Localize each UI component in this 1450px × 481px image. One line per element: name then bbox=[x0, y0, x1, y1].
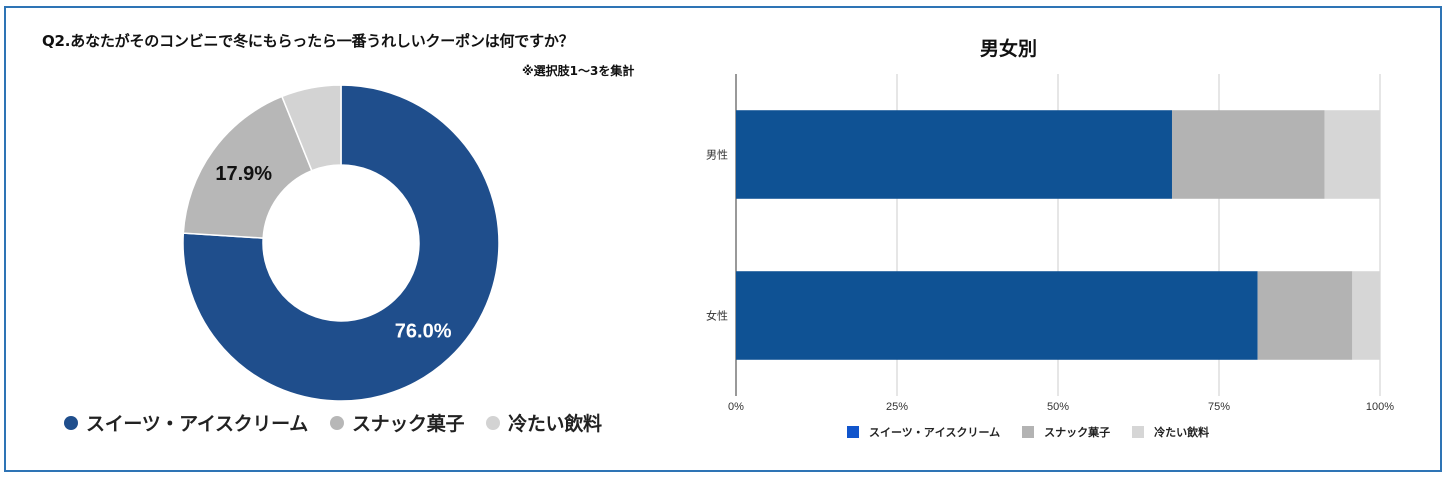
donut-slice bbox=[182, 95, 313, 239]
legend-swatch-icon bbox=[1022, 426, 1035, 438]
y-category-label: 男性 bbox=[706, 148, 728, 162]
legend-swatch-icon bbox=[1132, 426, 1145, 438]
donut-chart: 76.0% 17.9% bbox=[182, 84, 500, 402]
bar-segment bbox=[1352, 271, 1380, 360]
x-tick-label: 100% bbox=[1366, 401, 1394, 413]
donut-legend-item: スイーツ・アイスクリーム bbox=[64, 409, 308, 436]
bar-legend-label: 冷たい飲料 bbox=[1154, 426, 1210, 439]
donut-legend-item: 冷たい飲料 bbox=[486, 409, 602, 436]
bar-legend-label: スナック菓子 bbox=[1044, 426, 1111, 439]
donut-legend-label: スイーツ・アイスクリーム bbox=[86, 413, 308, 435]
bar-segment bbox=[1257, 271, 1353, 360]
bar-legend: スイーツ・アイスクリーム スナック菓子 冷たい飲料 bbox=[847, 424, 1231, 440]
donut-slice bbox=[182, 84, 500, 402]
question-title: Q2.あなたがそのコンビニで冬にもらったら一番うれしいクーポンは何ですか？ bbox=[42, 32, 574, 50]
donut-legend-item: スナック菓子 bbox=[329, 409, 465, 436]
donut-legend-label: スナック菓子 bbox=[351, 413, 465, 435]
bar-chart-title: 男女別 bbox=[980, 38, 1038, 60]
legend-dot-icon bbox=[486, 415, 501, 430]
bar-segment bbox=[736, 271, 1258, 360]
legend-dot-icon bbox=[64, 415, 78, 430]
donut-legend: スイーツ・アイスクリーム スナック菓子 冷たい飲料 bbox=[64, 409, 624, 436]
x-tick-label: 0% bbox=[728, 401, 744, 413]
donut-data-label: 76.0% bbox=[395, 320, 452, 342]
bar-legend-item: スイーツ・アイスクリーム bbox=[847, 424, 1000, 440]
legend-dot-icon bbox=[329, 415, 344, 430]
bar-legend-item: スナック菓子 bbox=[1022, 424, 1110, 440]
donut-data-label: 17.9% bbox=[215, 163, 272, 185]
bar-segment bbox=[736, 110, 1172, 199]
bar-legend-item: 冷たい飲料 bbox=[1132, 424, 1209, 440]
x-tick-label: 25% bbox=[886, 401, 908, 413]
x-tick-label: 75% bbox=[1208, 401, 1230, 413]
y-category-label: 女性 bbox=[706, 309, 728, 323]
donut-slice bbox=[280, 84, 342, 172]
bar-segment bbox=[1324, 110, 1380, 199]
legend-swatch-icon bbox=[847, 426, 859, 438]
x-tick-label: 50% bbox=[1047, 401, 1069, 413]
bar-legend-label: スイーツ・アイスクリーム bbox=[869, 426, 1001, 439]
bar-segment bbox=[1171, 110, 1325, 199]
donut-legend-label: 冷たい飲料 bbox=[508, 413, 602, 435]
question-note: ※選択肢1〜3を集計 bbox=[522, 64, 635, 78]
